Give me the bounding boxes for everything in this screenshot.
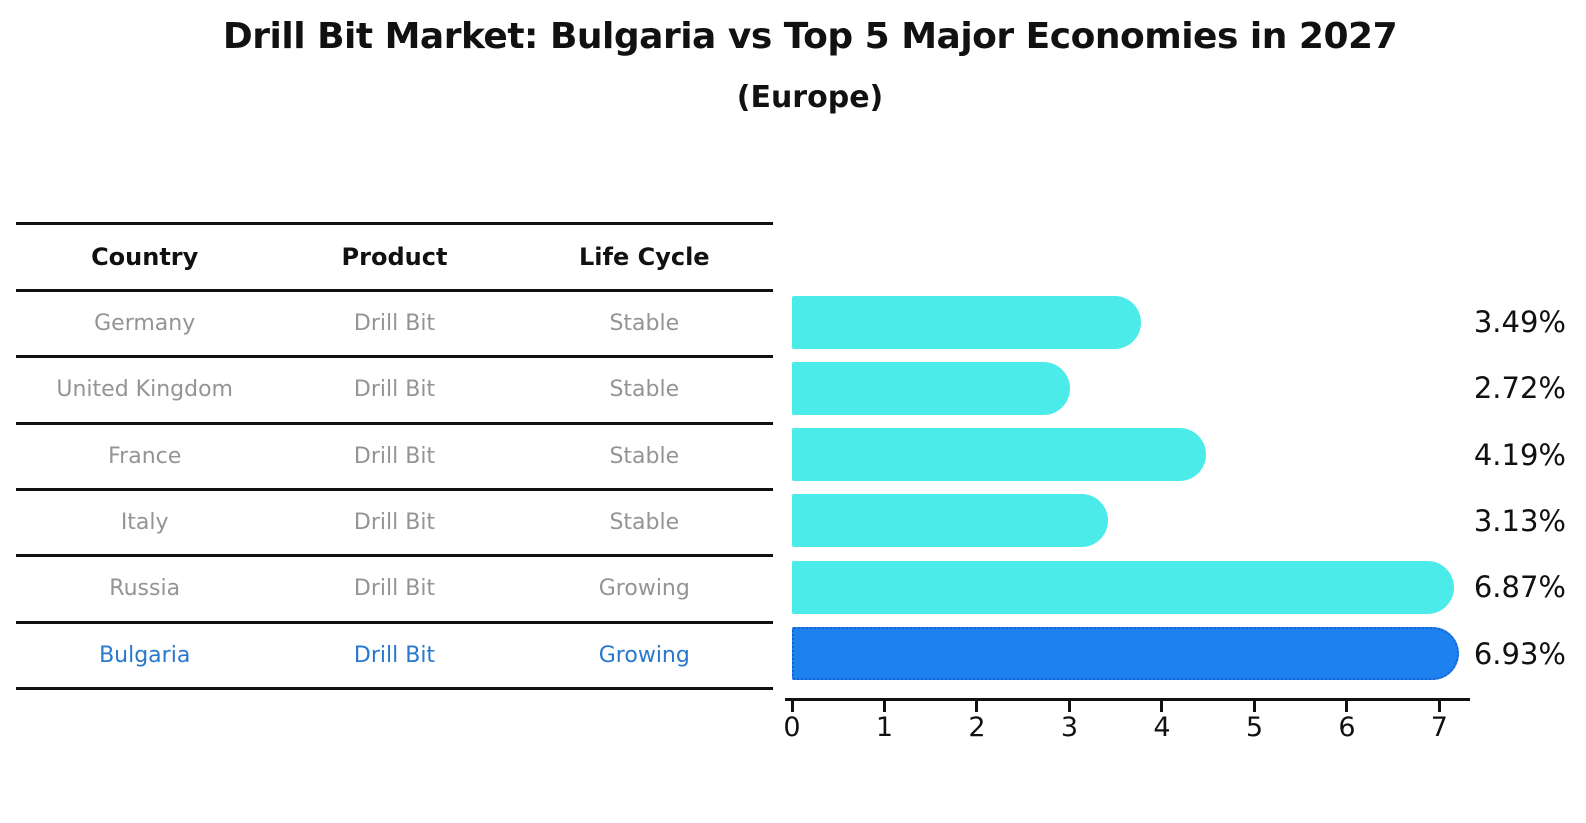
bar-row xyxy=(792,488,1512,554)
bar-value-label: 4.19% xyxy=(1473,437,1566,472)
table-cell-life-cycle: Stable xyxy=(609,377,680,403)
x-axis-tick-label: 1 xyxy=(875,712,894,743)
table-cell-product: Drill Bit xyxy=(353,576,436,602)
table-cell-product: Drill Bit xyxy=(353,311,436,337)
table-cell-country: Germany xyxy=(94,311,196,337)
bar-value-label: 6.87% xyxy=(1473,570,1566,605)
x-axis-tick xyxy=(1345,701,1349,712)
bar-france xyxy=(792,428,1207,482)
x-axis-tick-label: 7 xyxy=(1430,712,1448,743)
bar-russia xyxy=(792,560,1454,614)
bar-row xyxy=(792,554,1512,620)
x-axis-tick xyxy=(882,701,886,712)
bar-value-label: 3.13% xyxy=(1473,504,1566,539)
x-axis-tick-label: 0 xyxy=(783,712,801,743)
table-cell-life-cycle: Stable xyxy=(609,443,680,469)
x-axis-tick-label: 2 xyxy=(968,712,986,743)
table-row: France Drill Bit Stable xyxy=(16,425,773,491)
table-row: Germany Drill Bit Stable xyxy=(16,292,773,359)
table-cell-product: Drill Bit xyxy=(353,443,436,469)
table-row: Russia Drill Bit Growing xyxy=(16,557,773,624)
table-cell-life-cycle: Stable xyxy=(609,510,680,536)
value-label-column: 3.49% 2.72% 4.19% 3.13% 6.87% 6.93% xyxy=(1420,289,1566,687)
table-cell-country: France xyxy=(108,443,182,469)
table-cell-country: Russia xyxy=(109,576,181,602)
x-axis-tick xyxy=(1067,701,1071,712)
x-axis-tick-label: 3 xyxy=(1060,712,1079,743)
table-cell-product: Drill Bit xyxy=(353,642,436,668)
col-header-lifecycle: Life Cycle xyxy=(579,243,710,271)
bar-row xyxy=(792,621,1512,687)
bar-germany xyxy=(792,295,1142,349)
x-axis-tick xyxy=(1252,701,1256,712)
table-row: Italy Drill Bit Stable xyxy=(16,491,773,558)
bar-value-label: 2.72% xyxy=(1473,371,1566,406)
bar-row xyxy=(792,422,1512,488)
bar-row xyxy=(792,355,1512,421)
table-row: United Kingdom Drill Bit Stable xyxy=(16,358,773,425)
x-axis-tick xyxy=(975,701,979,712)
bar-value-label: 3.49% xyxy=(1473,305,1566,340)
chart-title: Drill Bit Market: Bulgaria vs Top 5 Majo… xyxy=(222,16,1398,57)
table-cell-product: Drill Bit xyxy=(353,510,436,536)
table-cell-life-cycle: Growing xyxy=(598,576,690,602)
col-header-country: Country xyxy=(91,243,199,271)
table-cell-product: Drill Bit xyxy=(353,377,436,403)
x-axis-tick xyxy=(1437,701,1441,712)
table-body: Germany Drill Bit Stable United Kingdom Dril… xyxy=(16,292,773,690)
table-row: Bulgaria Drill Bit Growing xyxy=(16,624,773,690)
table-cell-life-cycle: Stable xyxy=(609,311,680,337)
x-axis-tick xyxy=(1160,701,1164,712)
bar-bulgaria xyxy=(792,627,1460,681)
bar-chart-area xyxy=(792,289,1512,687)
x-axis-line xyxy=(785,698,1470,701)
table-cell-life-cycle: Growing xyxy=(598,642,690,668)
chart-subtitle: (Europe) xyxy=(736,80,884,115)
table-cell-country: United Kingdom xyxy=(56,377,233,403)
table-cell-country: Italy xyxy=(120,510,169,536)
x-axis-tick-label: 5 xyxy=(1245,712,1264,743)
x-axis-tick-label: 6 xyxy=(1338,712,1356,743)
bar-row xyxy=(792,289,1512,355)
col-header-product: Product xyxy=(341,243,448,271)
table-header-row: Country Product Life Cycle xyxy=(16,225,773,292)
table-cell-country: Bulgaria xyxy=(99,642,191,668)
bar-united-kingdom xyxy=(792,361,1071,415)
bar-italy xyxy=(792,494,1108,548)
x-axis-tick-label: 4 xyxy=(1153,712,1171,743)
bar-value-label: 6.93% xyxy=(1473,636,1566,671)
x-axis-tick xyxy=(790,701,794,712)
country-table: Country Product Life Cycle Germany Drill … xyxy=(16,222,773,690)
